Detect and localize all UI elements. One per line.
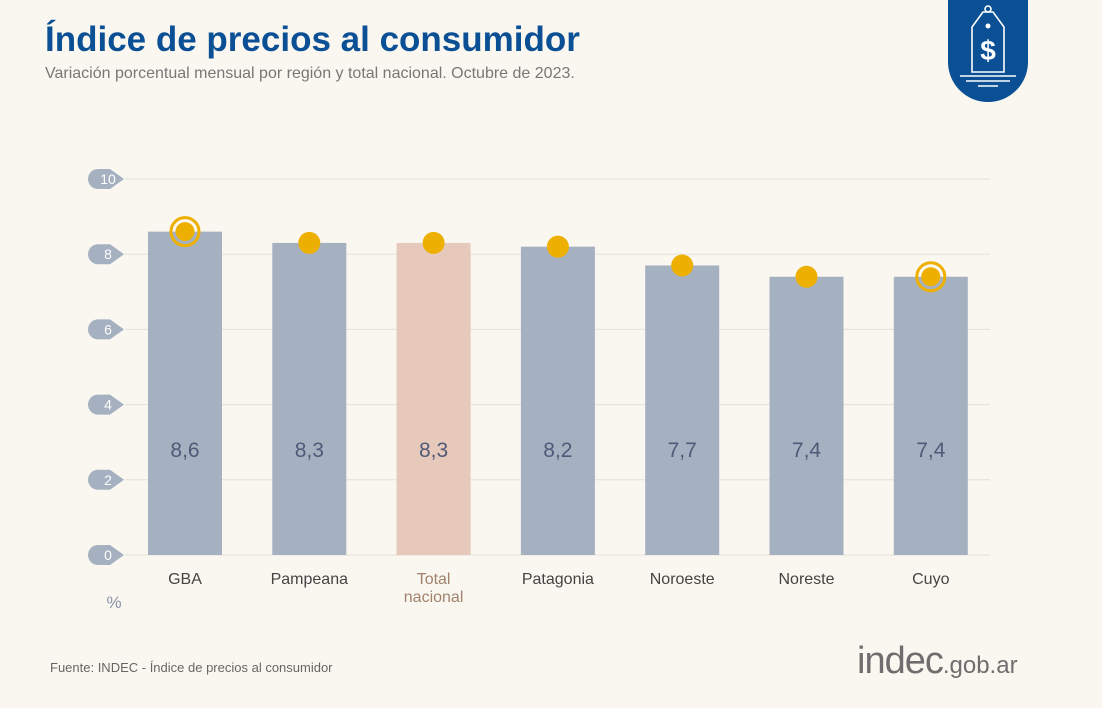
- bar-gba: [148, 231, 222, 555]
- y-tick-label: 2: [104, 472, 112, 488]
- value-dot: [921, 267, 941, 287]
- data-label: 8,3: [295, 439, 324, 462]
- y-tick-label: 0: [104, 547, 112, 563]
- bar-pampeana: [272, 242, 347, 556]
- x-tick-label: Cuyo: [912, 571, 949, 588]
- value-dot: [671, 254, 694, 277]
- y-tick-label: 4: [104, 397, 112, 413]
- bar-total-nacional: [396, 242, 471, 556]
- data-label: 7,4: [916, 439, 946, 462]
- data-label: 8,6: [170, 439, 199, 462]
- source-note: Fuente: INDEC - Índice de precios al con…: [50, 660, 333, 675]
- bar-noroeste: [645, 265, 720, 555]
- y-tick-badge: [88, 545, 124, 565]
- svg-text:$: $: [980, 35, 996, 66]
- page-subtitle: Variación porcentual mensual por región …: [45, 65, 575, 82]
- highlight-ring: [915, 261, 947, 293]
- bar-cuyo: [893, 276, 968, 555]
- bar-patagonia: [520, 246, 595, 555]
- y-tick-badge: [88, 244, 124, 265]
- y-tick-label: 8: [104, 246, 112, 262]
- value-dot: [422, 231, 445, 254]
- data-label: 8,3: [419, 439, 448, 462]
- y-tick-label: 10: [100, 171, 116, 187]
- price-tag-dollar-icon: $: [948, 0, 1028, 102]
- y-tick-badge: [88, 394, 124, 415]
- y-tick-label: 6: [104, 321, 112, 337]
- y-tick-badge: [88, 169, 124, 189]
- x-tick-label: Total: [417, 571, 451, 588]
- highlight-ring: [169, 216, 201, 248]
- indec-logo[interactable]: indec.gob.ar: [857, 640, 1018, 682]
- x-tick-label: Noroeste: [650, 571, 715, 588]
- data-label: 8,2: [543, 439, 572, 462]
- value-dot: [546, 235, 569, 258]
- bar-noreste: [769, 276, 844, 555]
- data-label: 7,4: [792, 439, 822, 462]
- value-dot: [175, 222, 195, 242]
- x-tick-label: Noreste: [778, 571, 834, 588]
- x-tick-label: GBA: [168, 571, 202, 588]
- x-tick-label: Patagonia: [522, 571, 594, 588]
- y-tick-badge: [88, 319, 124, 340]
- y-axis-unit: %: [106, 593, 121, 612]
- page-title: Índice de precios al consumidor: [45, 20, 580, 59]
- x-tick-label: Pampeana: [271, 571, 348, 588]
- x-tick-label: nacional: [404, 589, 464, 606]
- y-tick-badge: [88, 469, 124, 490]
- data-label: 7,7: [668, 439, 697, 462]
- value-dot: [298, 231, 321, 254]
- value-dot: [795, 265, 818, 288]
